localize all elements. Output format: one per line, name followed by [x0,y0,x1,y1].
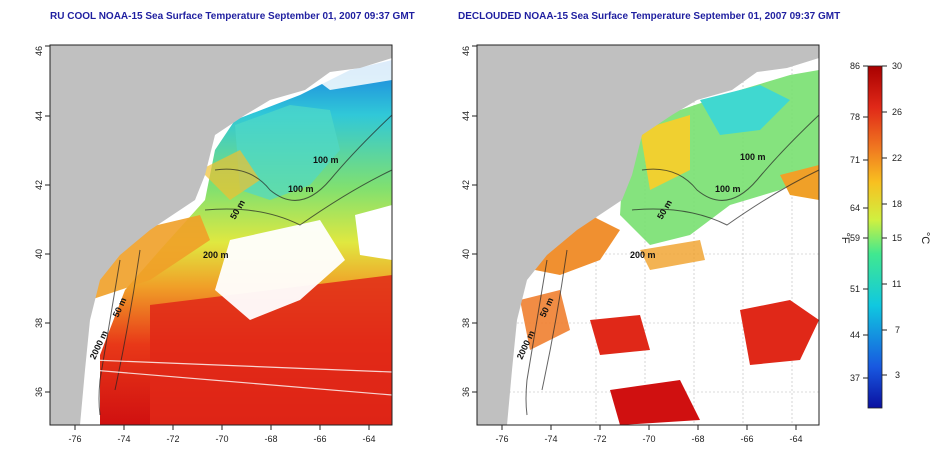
y-tick-42-left: 42 [34,180,44,190]
map-title-left: RU COOL NOAA-15 Sea Surface Temperature … [50,11,415,22]
x-tick-70-left: -70 [215,434,228,444]
contour-label-200m-left: 200 m [203,250,229,260]
x-tick-74-left: -74 [117,434,130,444]
y-tick-42-right: 42 [461,180,471,190]
colorbar-c-tick-3: 3 [895,370,900,380]
x-tick-66-right: -66 [740,434,753,444]
x-tick-64-right: -64 [789,434,802,444]
colorbar-f-tick-86: 86 [850,61,860,71]
x-tick-76-right: -76 [495,434,508,444]
map-title-right: DECLOUDED NOAA-15 Sea Surface Temperatur… [458,11,841,22]
colorbar-c-tick-26: 26 [892,107,902,117]
x-tick-72-right: -72 [593,434,606,444]
land-left [50,45,392,425]
colorbar-f-tick-78: 78 [850,112,860,122]
colorbar-f-tick-59: 59 [850,233,860,243]
y-axis-right: 46 44 42 40 38 36 [461,45,477,397]
contour-label-100m-upper-left: 100 m [313,155,339,165]
y-tick-40-left: 40 [34,249,44,259]
colorbar-f-tick-51: 51 [850,284,860,294]
colorbar-c-tick-15: 15 [892,233,902,243]
contour-label-100m-upper-right: 100 m [740,152,766,162]
colorbar-gradient [867,65,883,409]
x-tick-66-left: -66 [313,434,326,444]
land-right [477,45,819,425]
colorbar-c-tick-11: 11 [892,279,901,289]
x-axis-right: -76 -74 -72 -70 -68 -66 -64 [495,425,803,444]
colorbar-f-tick-64: 64 [850,203,860,213]
y-tick-44-left: 44 [34,111,44,121]
colorbar-f-tick-71: 71 [850,155,860,165]
x-tick-68-left: -68 [264,434,277,444]
x-tick-76-left: -76 [68,434,81,444]
x-tick-72-left: -72 [166,434,179,444]
colorbar-unit-c: °C [919,232,931,244]
map-right [476,44,820,426]
x-tick-74-right: -74 [544,434,557,444]
y-tick-38-left: 38 [34,318,44,328]
colorbar-c-tick-30: 30 [892,61,902,71]
x-tick-68-right: -68 [691,434,704,444]
colorbar-c-tick-7: 7 [895,325,900,335]
colorbar-f-tick-44: 44 [850,330,860,340]
map-left [49,44,393,426]
contour-label-100m-lower-left: 100 m [288,184,314,194]
x-axis-left: -76 -74 -72 -70 -68 -66 -64 [68,425,376,444]
y-tick-36-right: 36 [461,387,471,397]
y-tick-46-right: 46 [461,46,471,56]
contour-label-100m-lower-right: 100 m [715,184,741,194]
colorbar-c-tick-22: 22 [892,153,902,163]
colorbar: 86 78 71 64 59 51 44 37 30 26 22 18 15 1… [839,61,931,409]
y-tick-44-right: 44 [461,111,471,121]
x-tick-70-right: -70 [642,434,655,444]
y-axis-left: 46 44 42 40 38 36 [34,45,50,397]
contour-label-200m-right: 200 m [630,250,656,260]
y-tick-36-left: 36 [34,387,44,397]
y-tick-38-right: 38 [461,318,471,328]
y-tick-40-right: 40 [461,249,471,259]
y-tick-46-left: 46 [34,46,44,56]
colorbar-c-tick-18: 18 [892,199,902,209]
x-tick-64-left: -64 [362,434,375,444]
colorbar-f-tick-37: 37 [850,373,860,383]
colorbar-unit-f: °F [839,232,851,243]
